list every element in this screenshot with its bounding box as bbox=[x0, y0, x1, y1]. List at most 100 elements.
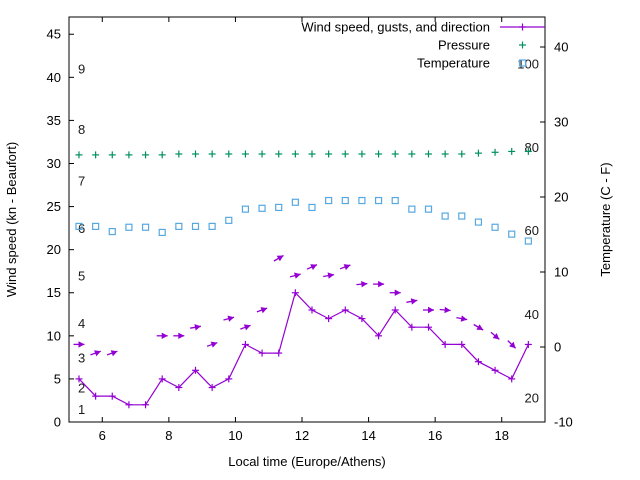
temperature-marker bbox=[308, 203, 316, 212]
y-tick-label: 40 bbox=[47, 70, 61, 85]
x-tick-label: 10 bbox=[228, 428, 242, 443]
y-tick-label: 10 bbox=[47, 328, 61, 343]
gust-arrow-head bbox=[310, 264, 317, 270]
y-tick-label: 5 bbox=[54, 371, 61, 386]
beaufort-label: 1 bbox=[78, 402, 85, 417]
gust-arrow-head bbox=[260, 307, 268, 314]
y-tick-label: 15 bbox=[47, 285, 61, 300]
gust-arrow-head bbox=[227, 315, 235, 322]
temperature-marker bbox=[175, 222, 183, 230]
temperature-marker bbox=[391, 196, 399, 205]
temperature-marker bbox=[275, 203, 283, 212]
x-tick-label: 12 bbox=[295, 428, 309, 443]
y2-tick-label: 30 bbox=[554, 115, 568, 130]
gust-arrow-head bbox=[210, 341, 218, 348]
y-tick-label: 30 bbox=[47, 156, 61, 171]
beaufort-label: 8 bbox=[78, 122, 85, 137]
gust-arrow-head bbox=[410, 298, 418, 305]
y2-tick-label: 0 bbox=[554, 340, 561, 355]
beaufort-label: 7 bbox=[78, 174, 85, 189]
legend-label-1: Pressure bbox=[438, 38, 490, 53]
gust-arrow-head bbox=[361, 281, 368, 288]
temperature-marker bbox=[341, 196, 349, 205]
fahrenheit-label: 80 bbox=[525, 140, 539, 155]
beaufort-label: 4 bbox=[78, 316, 85, 331]
temperature-marker bbox=[291, 198, 299, 206]
gust-arrow-head bbox=[78, 341, 85, 348]
y-axis-title: Wind speed (kn - Beaufort) bbox=[4, 142, 19, 297]
temperature-marker bbox=[225, 216, 233, 224]
fahrenheit-label: 60 bbox=[525, 223, 539, 238]
gust-arrow-head bbox=[378, 280, 385, 288]
temperature-marker bbox=[458, 212, 466, 220]
gust-arrow-head bbox=[428, 306, 434, 314]
x-tick-label: 14 bbox=[361, 428, 375, 443]
fahrenheit-label: 100 bbox=[517, 57, 539, 72]
temperature-marker bbox=[358, 196, 366, 205]
gust-arrow-head bbox=[492, 333, 500, 340]
gust-arrow-head bbox=[194, 324, 201, 331]
wind-speed-line bbox=[78, 291, 529, 406]
y-tick-label: 25 bbox=[47, 199, 61, 214]
temperature-marker bbox=[92, 222, 100, 230]
temperature-marker bbox=[158, 228, 166, 237]
temperature-marker bbox=[258, 204, 266, 212]
gust-arrow-head bbox=[94, 350, 101, 357]
temperature-marker bbox=[108, 227, 116, 236]
y2-tick-label: 20 bbox=[554, 190, 568, 205]
fahrenheit-label: 40 bbox=[525, 307, 539, 322]
y2-tick-label: -10 bbox=[554, 415, 573, 430]
gust-arrow-head bbox=[476, 324, 484, 330]
gust-arrow-head bbox=[460, 315, 468, 322]
temperature-marker bbox=[491, 223, 499, 231]
y-tick-label: 20 bbox=[47, 242, 61, 257]
temperature-marker bbox=[325, 196, 333, 205]
temperature-marker bbox=[474, 218, 483, 226]
gust-arrow-head bbox=[110, 350, 118, 357]
y-tick-label: 0 bbox=[54, 415, 61, 430]
temperature-marker bbox=[208, 222, 216, 230]
temperature-marker bbox=[374, 196, 383, 205]
y2-tick-label: 10 bbox=[554, 265, 568, 280]
x-tick-label: 8 bbox=[165, 428, 172, 443]
x-tick-label: 18 bbox=[494, 428, 508, 443]
gust-arrow-head bbox=[294, 272, 301, 279]
beaufort-label: 5 bbox=[78, 269, 85, 284]
y2-tick-label: 40 bbox=[554, 40, 568, 55]
temperature-marker bbox=[75, 222, 83, 230]
x-axis-title: Local time (Europe/Athens) bbox=[228, 454, 386, 469]
gust-arrow-head bbox=[276, 255, 284, 262]
plot-border bbox=[68, 16, 546, 423]
beaufort-label: 9 bbox=[78, 62, 85, 77]
temperature-marker bbox=[241, 205, 250, 213]
gust-arrow-head bbox=[243, 324, 251, 331]
temperature-marker bbox=[125, 223, 133, 231]
gust-arrow-head bbox=[327, 272, 335, 279]
temperature-marker bbox=[191, 222, 200, 230]
legend-label-2: Temperature bbox=[417, 56, 490, 71]
fahrenheit-label: 20 bbox=[525, 390, 539, 405]
y2-axis-title: Temperature (C - F) bbox=[598, 162, 613, 276]
gust-arrow-head bbox=[444, 306, 451, 314]
legend-sample-square bbox=[518, 59, 527, 67]
gust-arrow-head bbox=[178, 332, 185, 339]
temperature-marker bbox=[424, 205, 433, 213]
temperature-marker bbox=[441, 212, 449, 220]
beaufort-label: 3 bbox=[78, 350, 85, 365]
x-tick-label: 6 bbox=[99, 428, 106, 443]
legend-label-0: Wind speed, gusts, and direction bbox=[301, 20, 490, 35]
temperature-marker bbox=[508, 230, 516, 238]
temperature-marker bbox=[141, 223, 150, 231]
y-tick-label: 45 bbox=[47, 27, 61, 42]
gust-arrow-head bbox=[343, 264, 351, 271]
y-tick-label: 35 bbox=[47, 113, 61, 128]
gust-arrow-head bbox=[161, 332, 168, 339]
temperature-marker bbox=[524, 237, 532, 245]
x-tick-label: 16 bbox=[428, 428, 442, 443]
gust-arrow-head bbox=[509, 341, 516, 349]
gust-arrow-head bbox=[394, 289, 401, 296]
temperature-marker bbox=[408, 205, 416, 213]
beaufort-label: 2 bbox=[78, 381, 85, 396]
